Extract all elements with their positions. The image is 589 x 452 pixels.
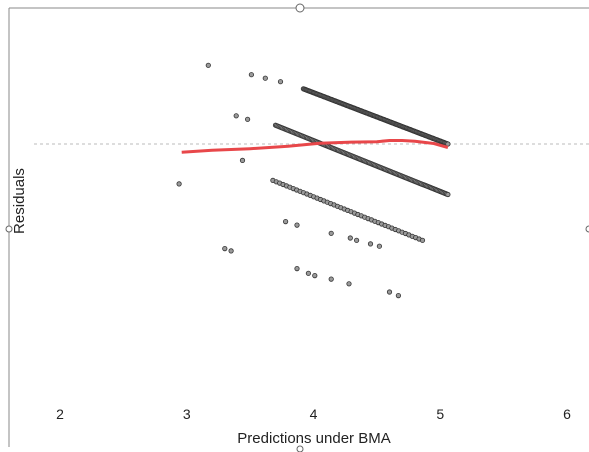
left-resize-handle[interactable]	[5, 225, 13, 233]
x-tick-label: 5	[436, 406, 444, 422]
data-point	[282, 219, 289, 225]
x-tick-label: 6	[563, 406, 571, 422]
data-point	[245, 116, 251, 122]
data-point	[277, 79, 284, 85]
data-point	[445, 191, 451, 198]
data-point	[294, 222, 300, 228]
points-layer	[176, 62, 451, 299]
top-resize-handle[interactable]	[295, 3, 305, 13]
data-point	[222, 246, 228, 252]
data-point	[305, 270, 311, 276]
x-tick-label: 2	[56, 406, 64, 422]
data-point	[395, 292, 401, 299]
smooth-line-layer	[181, 139, 449, 154]
x-tick-layer: 2 3 4 5 6	[56, 406, 571, 422]
data-point	[239, 157, 246, 163]
x-axis-label: Predictions under BMA	[237, 430, 390, 447]
data-point	[346, 281, 352, 287]
data-point	[419, 237, 426, 243]
data-point	[367, 241, 374, 247]
data-point	[376, 243, 382, 249]
data-point	[386, 289, 393, 295]
bottom-resize-handle[interactable]	[296, 445, 304, 452]
right-resize-handle[interactable]	[585, 225, 589, 233]
data-point	[228, 248, 234, 254]
data-point	[347, 235, 353, 241]
data-point	[312, 272, 318, 279]
data-point	[294, 265, 300, 272]
data-point	[233, 113, 239, 119]
data-point	[328, 230, 334, 236]
x-tick-label: 3	[183, 406, 191, 422]
smooth-trend-line	[181, 139, 449, 154]
data-point	[176, 181, 182, 187]
data-point	[205, 62, 211, 68]
data-point	[248, 72, 254, 78]
x-tick-label: 4	[310, 406, 318, 422]
data-point	[353, 237, 360, 243]
data-point	[328, 276, 334, 282]
data-point	[262, 75, 268, 81]
y-axis-label: Residuals	[11, 168, 28, 234]
plot-frame-layer	[5, 3, 589, 452]
